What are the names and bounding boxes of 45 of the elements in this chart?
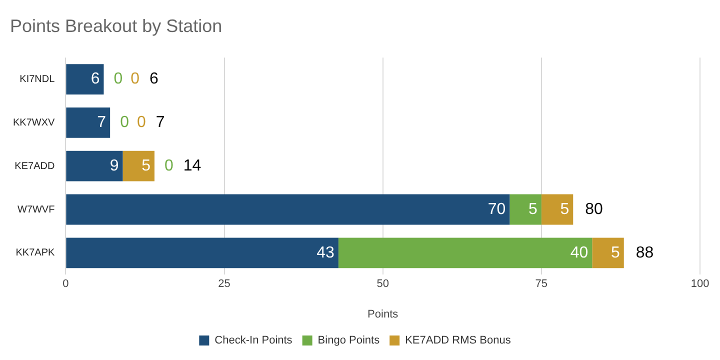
x-tick-label: 75 bbox=[535, 278, 548, 290]
total-label: 80 bbox=[585, 200, 604, 218]
y-tick-label: KK7WXV bbox=[12, 117, 55, 128]
data-label: 5 bbox=[610, 244, 620, 262]
y-tick-label: KI7NDL bbox=[20, 74, 56, 86]
data-label: 70 bbox=[488, 200, 506, 218]
data-label: 9 bbox=[110, 158, 119, 175]
total-label: 88 bbox=[636, 244, 654, 262]
data-label: 0 bbox=[114, 70, 123, 88]
x-tick-label: 25 bbox=[218, 278, 230, 290]
data-label: 5 bbox=[142, 158, 151, 175]
bar bbox=[66, 108, 110, 138]
total-label: 6 bbox=[150, 70, 159, 88]
data-label: 43 bbox=[316, 244, 335, 262]
bar bbox=[122, 150, 154, 182]
bar bbox=[541, 194, 574, 225]
x-tick-label: 100 bbox=[690, 278, 710, 290]
data-label: 6 bbox=[90, 70, 100, 88]
data-label: 0 bbox=[120, 114, 130, 132]
bar bbox=[66, 150, 123, 182]
bar bbox=[66, 64, 104, 94]
data-label: 0 bbox=[136, 114, 146, 132]
chart-title: Points Breakout by Station bbox=[10, 16, 222, 36]
legend-label: Check-In Points bbox=[214, 334, 293, 347]
data-label: 40 bbox=[570, 244, 588, 262]
y-tick-label: W7WVF bbox=[17, 204, 55, 216]
bar bbox=[66, 238, 338, 268]
y-tick-label: KK7APK bbox=[16, 248, 55, 259]
x-axis-title: Points bbox=[368, 308, 399, 320]
legend-label: KE7ADD RMS Bonus bbox=[405, 334, 512, 347]
data-label: 0 bbox=[164, 158, 174, 175]
legend-label: Bingo Points bbox=[318, 334, 380, 347]
data-label: 5 bbox=[528, 200, 538, 218]
x-tick-label: 0 bbox=[62, 278, 69, 290]
bar bbox=[66, 194, 510, 225]
bar bbox=[592, 238, 624, 268]
bar bbox=[338, 238, 592, 268]
data-label: 7 bbox=[97, 114, 106, 132]
total-label: 7 bbox=[156, 114, 165, 132]
x-tick-label: 50 bbox=[376, 278, 389, 290]
data-label: 0 bbox=[130, 70, 140, 88]
y-tick-label: KE7ADD bbox=[14, 160, 55, 172]
data-label: 5 bbox=[560, 200, 570, 218]
bar bbox=[510, 194, 542, 225]
total-label: 14 bbox=[183, 158, 202, 175]
